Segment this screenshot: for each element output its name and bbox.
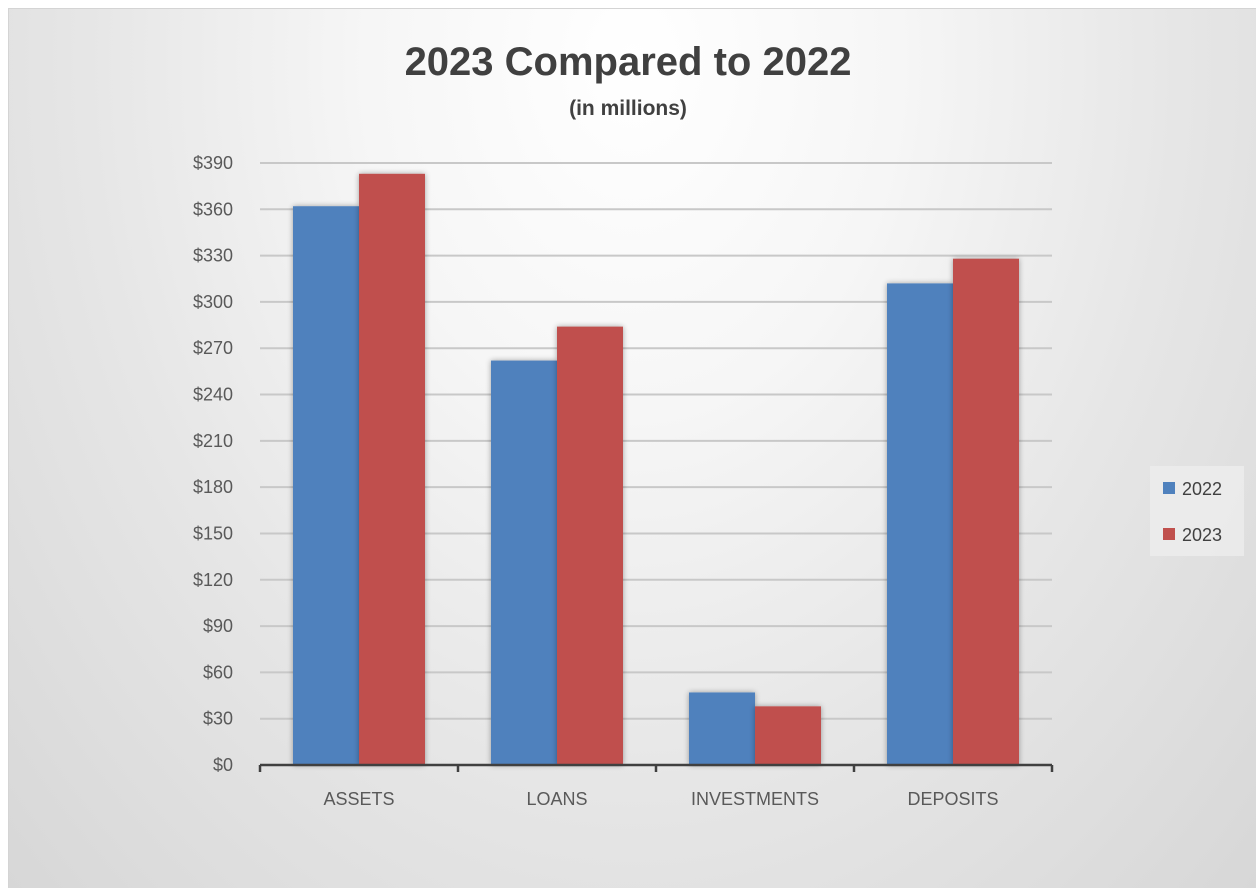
legend-label-2022: 2022 (1182, 479, 1222, 499)
y-tick-label: $240 (193, 385, 233, 405)
chart-area (8, 8, 1256, 888)
bars (293, 173, 1019, 766)
x-axis (258, 763, 1054, 772)
y-tick-label: $30 (203, 709, 233, 729)
x-tick-label: LOANS (526, 789, 587, 809)
x-tick-label: INVESTMENTS (691, 789, 819, 809)
y-tick-label: $360 (193, 199, 233, 219)
y-tick-label: $330 (193, 246, 233, 266)
y-tick-label: $90 (203, 616, 233, 636)
legend: 2022 2023 (1150, 466, 1244, 556)
legend-box (1150, 466, 1244, 556)
y-axis-tick-labels: $0 $30 $60 $90 $120 $150 $180 $210 $240 $270 $300 $… (193, 153, 233, 775)
bar-2023-investments (755, 706, 821, 765)
y-tick-label: $270 (193, 338, 233, 358)
bar-2022-investments (689, 692, 755, 765)
bar-2023-loans (557, 326, 623, 765)
y-tick-label: $390 (193, 153, 233, 173)
chart-subtitle: (in millions) (569, 97, 687, 120)
x-axis-tick-labels: ASSETS LOANS INVESTMENTS DEPOSITS (323, 789, 998, 809)
legend-swatch-2023 (1163, 528, 1175, 540)
bar-2022-deposits (887, 283, 953, 765)
y-tick-label: $300 (193, 292, 233, 312)
legend-label-2023: 2023 (1182, 525, 1222, 545)
y-tick-label: $150 (193, 523, 233, 543)
y-tick-label: $0 (213, 755, 233, 775)
y-tick-label: $180 (193, 477, 233, 497)
chart-title: 2023 Compared to 2022 (404, 40, 852, 84)
legend-swatch-2022 (1163, 482, 1175, 494)
bar-2022-loans (491, 360, 557, 765)
y-tick-label: $210 (193, 431, 233, 451)
y-tick-label: $60 (203, 662, 233, 682)
x-tick-label: DEPOSITS (907, 789, 998, 809)
bar-2023-assets (359, 173, 425, 766)
bar-2022-assets (293, 206, 359, 765)
bar-2023-deposits (953, 258, 1019, 765)
x-tick-label: ASSETS (323, 789, 394, 809)
y-tick-label: $120 (193, 570, 233, 590)
